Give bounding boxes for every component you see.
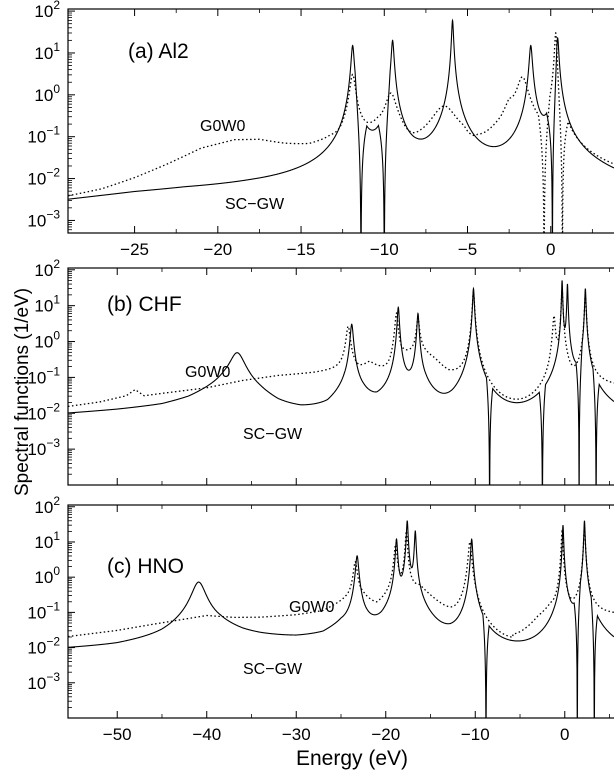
panel-c-scgw-label: SC−GW: [243, 661, 303, 678]
x-tick-label: −5: [458, 240, 477, 259]
panel-c-frame: [67, 504, 614, 719]
x-tick-label: 0: [546, 240, 555, 259]
panel-a: 102 101 100 10−1 10−2 10−3 −25 −20 −15 −10 −5 0 (a…: [27, 0, 614, 259]
panel-c-y-ticks: 102 101 100 10−1 10−2 10−3: [27, 494, 75, 708]
y-tick-label: 10−2: [27, 635, 60, 658]
panel-c-g0w0-label: G0W0: [289, 599, 334, 616]
panel-a-g0w0-label: G0W0: [200, 118, 245, 135]
panel-a-label: (a) Al2: [128, 40, 189, 63]
x-tick-label: −20: [371, 725, 400, 744]
y-axis-label: Spectral functions (1/eV): [12, 288, 33, 496]
scgw-line: [68, 18, 614, 233]
y-tick-label: 102: [34, 494, 60, 517]
panel-b-lines: [68, 280, 614, 485]
x-tick-label: −30: [282, 725, 311, 744]
y-tick-label: 10−1: [27, 364, 60, 387]
x-tick-label: −50: [103, 725, 132, 744]
g0w0-line: [68, 286, 614, 408]
y-tick-label: 101: [34, 529, 60, 552]
panel-b-label: (b) CHF: [107, 293, 182, 316]
panel-a-scgw-label: SC−GW: [225, 196, 285, 213]
y-tick-label: 10−3: [27, 436, 60, 459]
panel-a-x-ticks: −25 −20 −15 −10 −5 0: [120, 9, 593, 259]
g0w0-line: [68, 527, 614, 639]
x-tick-label: −10: [370, 240, 399, 259]
x-tick-label: −10: [461, 725, 490, 744]
scgw-line: [68, 520, 614, 718]
x-tick-label: −40: [192, 725, 221, 744]
panel-c: 102 101 100 10−1 10−2 10−3 −50 −40 −30 −20 −10 0 (…: [27, 494, 614, 744]
y-tick-label: 100: [34, 82, 60, 105]
panel-b-x-ticks: [116, 268, 610, 485]
panel-a-lines: [68, 18, 614, 233]
x-tick-label: −15: [287, 240, 316, 259]
y-tick-label: 102: [34, 0, 60, 21]
panel-c-x-ticks: −50 −40 −30 −20 −10 0: [103, 505, 610, 744]
y-tick-label: 10−1: [27, 124, 60, 147]
panel-b-g0w0-label: G0W0: [185, 364, 230, 381]
panel-c-lines: [68, 520, 614, 718]
x-axis-label: Energy (eV): [296, 747, 408, 770]
x-tick-label: −20: [203, 240, 232, 259]
panel-b-scgw-label: SC−GW: [243, 426, 303, 443]
y-tick-label: 100: [34, 329, 60, 352]
g0w0-line: [68, 31, 614, 233]
x-tick-label: 0: [560, 725, 569, 744]
panel-a-frame: [67, 8, 614, 234]
x-tick-label: −25: [120, 240, 149, 259]
scgw-line: [68, 280, 614, 485]
panel-b-frame: [67, 267, 614, 486]
y-tick-label: 10−1: [27, 599, 60, 622]
y-tick-label: 101: [34, 40, 60, 63]
panel-b: 102 101 100 10−1 10−2 10−3 (b) CHF G0W0 SC−GW: [27, 257, 614, 486]
panel-a-y-ticks: 102 101 100 10−1 10−2 10−3: [27, 0, 75, 230]
y-tick-label: 100: [34, 564, 60, 587]
y-tick-label: 10−2: [27, 166, 60, 189]
panel-b-y-ticks: 102 101 100 10−1 10−2 10−3: [27, 257, 75, 475]
y-tick-label: 10−2: [27, 400, 60, 423]
y-tick-label: 10−3: [27, 207, 60, 230]
y-tick-label: 102: [34, 257, 60, 280]
y-tick-label: 101: [34, 293, 60, 316]
y-tick-label: 10−3: [27, 670, 60, 693]
panel-c-label: (c) HNO: [107, 555, 184, 578]
